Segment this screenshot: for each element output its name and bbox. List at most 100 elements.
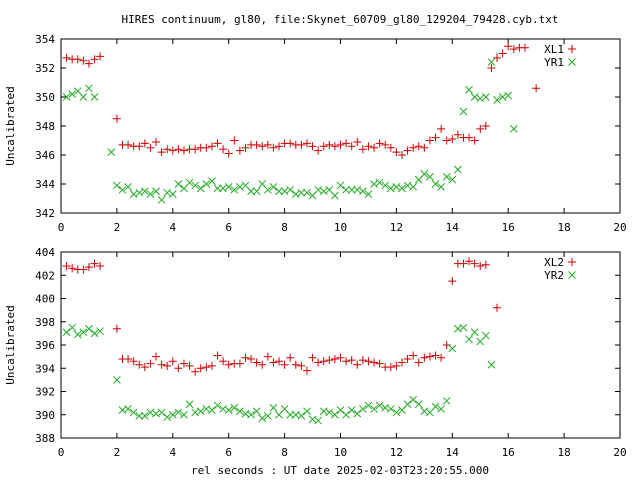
data-point [90, 93, 99, 101]
data-point [414, 400, 423, 409]
data-point [314, 185, 322, 194]
x-tick-label: 6 [225, 446, 232, 459]
data-point [213, 139, 222, 148]
data-point [90, 259, 99, 268]
data-point [470, 93, 479, 101]
data-point [359, 405, 367, 413]
bottom-panel: 0 2 4 6 8 10 12 14 16 18 20 388 390 392 394 396 398 400 40… [4, 246, 627, 459]
data-point [520, 43, 529, 52]
data-point [236, 183, 244, 191]
x-tick-label: 6 [225, 221, 232, 234]
x-tick-label: 8 [281, 446, 288, 459]
data-point [269, 143, 278, 152]
data-point [146, 190, 155, 199]
data-point [118, 185, 127, 194]
data-point [392, 183, 401, 191]
data-point [336, 353, 345, 362]
data-point [180, 410, 188, 419]
data-point [252, 407, 261, 416]
data-point [236, 407, 244, 416]
data-point [437, 353, 446, 362]
x-tick-label: 18 [557, 221, 570, 234]
x-axis-label: rel seconds : UT date 2025-02-03T23:20:5… [191, 464, 489, 477]
y-tick-label: 400 [35, 293, 55, 306]
data-point [297, 140, 306, 149]
data-point [476, 261, 485, 270]
data-point [308, 142, 317, 151]
data-point [135, 412, 144, 420]
data-point [331, 191, 339, 200]
data-point [509, 45, 518, 54]
y-axis-label: Uncalibrated [4, 86, 17, 165]
data-point [398, 184, 406, 193]
data-point [140, 139, 149, 148]
data-point [196, 407, 205, 416]
data-point [85, 84, 93, 93]
data-point [124, 405, 132, 413]
data-point [96, 327, 104, 335]
data-point [392, 361, 401, 370]
data-point [470, 328, 479, 337]
data-point [185, 400, 194, 409]
data-point [498, 93, 507, 101]
data-point [465, 133, 474, 142]
data-point [353, 185, 362, 194]
data-point [152, 352, 161, 361]
y-tick-label: 346 [35, 149, 55, 162]
data-point [303, 407, 311, 416]
data-point [375, 359, 384, 368]
data-point [263, 140, 272, 149]
y-tick-label: 388 [35, 432, 55, 445]
data-point [342, 185, 350, 194]
data-point [364, 190, 373, 199]
y-tick-label: 390 [35, 409, 55, 422]
data-point [129, 408, 138, 417]
data-point [375, 401, 384, 410]
data-point [202, 143, 211, 152]
data-point [112, 114, 121, 123]
data-point [504, 91, 513, 100]
data-point [185, 178, 194, 187]
data-point [62, 53, 71, 62]
data-point [258, 142, 267, 151]
data-point [431, 402, 440, 411]
data-point [174, 180, 183, 188]
data-point [179, 146, 188, 155]
data-point [96, 261, 105, 270]
data-point [174, 364, 183, 373]
data-point [157, 360, 166, 369]
data-point [364, 401, 373, 410]
data-point [124, 354, 133, 363]
y-tick-label: 350 [35, 91, 55, 104]
x-tick-label: 20 [613, 221, 626, 234]
data-point [113, 376, 121, 384]
data-point [509, 125, 518, 133]
data-point [493, 53, 502, 62]
x-tick-label: 12 [390, 446, 403, 459]
data-point [403, 146, 412, 155]
data-point [157, 148, 166, 157]
data-point [325, 356, 334, 365]
data-point [135, 142, 144, 151]
data-point [252, 187, 261, 196]
data-point [163, 361, 172, 370]
data-point [325, 408, 334, 417]
plot-frame [60, 38, 621, 214]
data-point [319, 142, 328, 151]
data-point [370, 358, 379, 367]
data-point [230, 185, 239, 194]
data-point [191, 145, 200, 154]
data-point [409, 395, 418, 404]
legend-label: YR2 [544, 269, 564, 282]
data-point [168, 357, 177, 366]
data-point [459, 107, 468, 116]
data-point [330, 142, 339, 151]
x-tick-label: 8 [281, 221, 288, 234]
data-point [476, 94, 485, 103]
data-point [62, 328, 71, 337]
data-point [481, 331, 490, 340]
data-point [386, 405, 395, 413]
data-point [437, 124, 446, 133]
data-point [241, 143, 250, 152]
data-point [353, 409, 362, 418]
